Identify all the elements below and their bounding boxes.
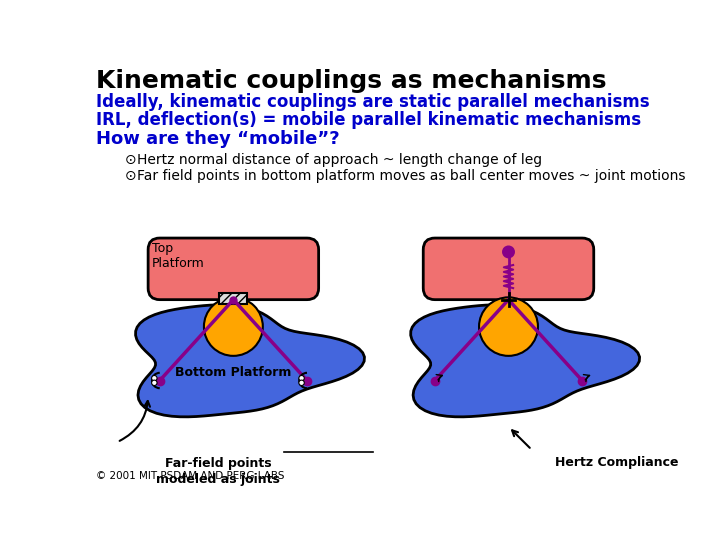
FancyBboxPatch shape	[148, 238, 319, 300]
Text: Hertz Compliance: Hertz Compliance	[555, 456, 678, 469]
Text: Far-field points
modeled as joints: Far-field points modeled as joints	[156, 457, 280, 485]
Text: © 2001 MIT PSDAM AND PERG LABS: © 2001 MIT PSDAM AND PERG LABS	[96, 471, 284, 481]
Text: IRL, deflection(s) = mobile parallel kinematic mechanisms: IRL, deflection(s) = mobile parallel kin…	[96, 111, 642, 129]
Text: ⊙: ⊙	[125, 153, 137, 167]
Circle shape	[299, 380, 305, 386]
Circle shape	[479, 298, 538, 356]
Polygon shape	[135, 305, 364, 417]
Circle shape	[503, 247, 514, 257]
Circle shape	[152, 375, 157, 381]
Text: Bottom Platform: Bottom Platform	[175, 366, 292, 379]
Text: Kinematic couplings as mechanisms: Kinematic couplings as mechanisms	[96, 69, 607, 93]
Text: Hertz normal distance of approach ~ length change of leg: Hertz normal distance of approach ~ leng…	[138, 153, 542, 167]
Text: Top
Platform: Top Platform	[152, 242, 204, 270]
FancyBboxPatch shape	[423, 238, 594, 300]
Circle shape	[299, 375, 305, 381]
Text: Far field points in bottom platform moves as ball center moves ~ joint motions: Far field points in bottom platform move…	[138, 168, 685, 183]
Text: Ideally, kinematic couplings are static parallel mechanisms: Ideally, kinematic couplings are static …	[96, 92, 650, 111]
Text: ⊙: ⊙	[125, 168, 137, 183]
Circle shape	[204, 298, 263, 356]
Circle shape	[152, 380, 157, 386]
Polygon shape	[410, 305, 639, 417]
Text: How are they “mobile”?: How are they “mobile”?	[96, 130, 340, 148]
Bar	[220, 293, 248, 304]
